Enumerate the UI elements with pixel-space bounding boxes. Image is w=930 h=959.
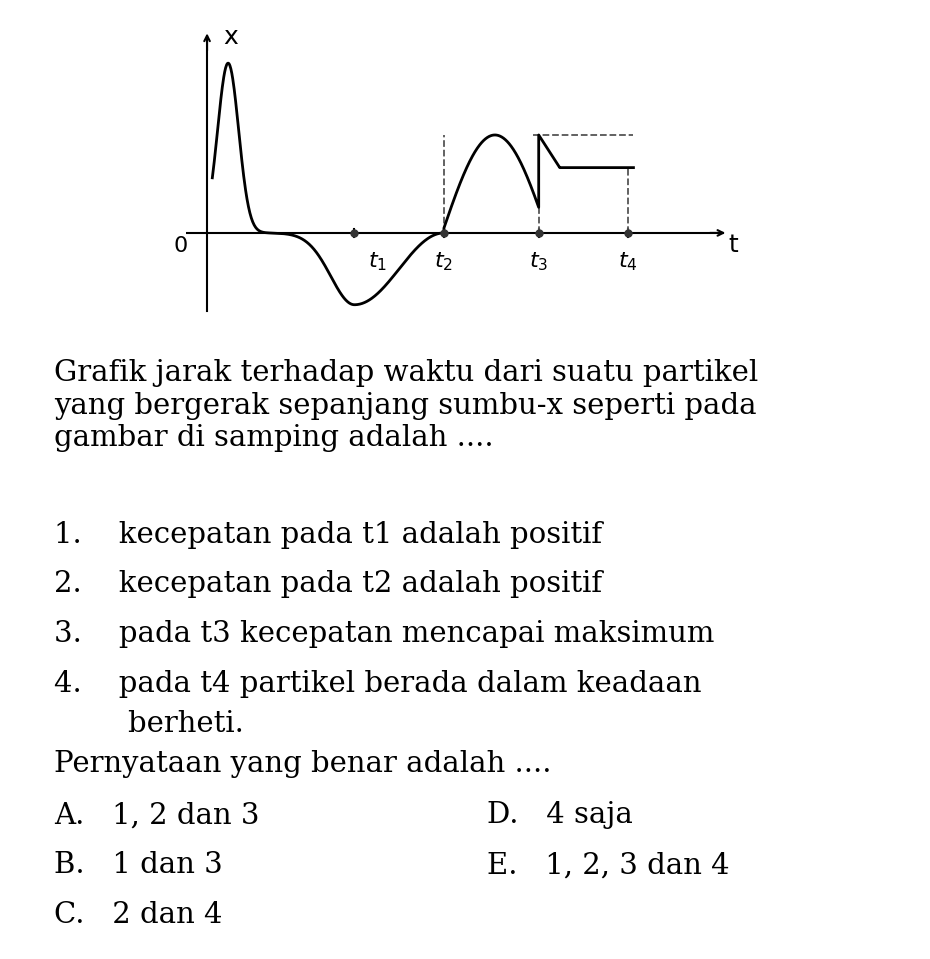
Text: 0: 0 <box>174 236 188 256</box>
Text: berheti.: berheti. <box>55 710 245 737</box>
Text: $t_2$: $t_2$ <box>434 250 454 273</box>
Text: A.   1, 2 dan 3: A. 1, 2 dan 3 <box>55 802 260 830</box>
Text: $t_1$: $t_1$ <box>367 250 387 273</box>
Text: $t_3$: $t_3$ <box>529 250 549 273</box>
Text: C.   2 dan 4: C. 2 dan 4 <box>55 901 223 929</box>
Text: B.   1 dan 3: B. 1 dan 3 <box>55 852 223 879</box>
Text: 2.    kecepatan pada t2 adalah positif: 2. kecepatan pada t2 adalah positif <box>55 571 603 598</box>
Text: t: t <box>728 233 738 257</box>
Text: x: x <box>223 25 237 49</box>
Text: D.   4 saja: D. 4 saja <box>487 802 632 830</box>
Text: Pernyataan yang benar adalah ....: Pernyataan yang benar adalah .... <box>55 750 552 778</box>
Text: E.   1, 2, 3 dan 4: E. 1, 2, 3 dan 4 <box>487 852 729 879</box>
Text: 3.    pada t3 kecepatan mencapai maksimum: 3. pada t3 kecepatan mencapai maksimum <box>55 620 715 648</box>
Text: 1.    kecepatan pada t1 adalah positif: 1. kecepatan pada t1 adalah positif <box>55 521 603 549</box>
Text: $t_4$: $t_4$ <box>618 250 638 273</box>
Text: 4.    pada t4 partikel berada dalam keadaan: 4. pada t4 partikel berada dalam keadaan <box>55 670 702 698</box>
Text: Grafik jarak terhadap waktu dari suatu partikel
yang bergerak sepanjang sumbu-x : Grafik jarak terhadap waktu dari suatu p… <box>55 360 759 452</box>
